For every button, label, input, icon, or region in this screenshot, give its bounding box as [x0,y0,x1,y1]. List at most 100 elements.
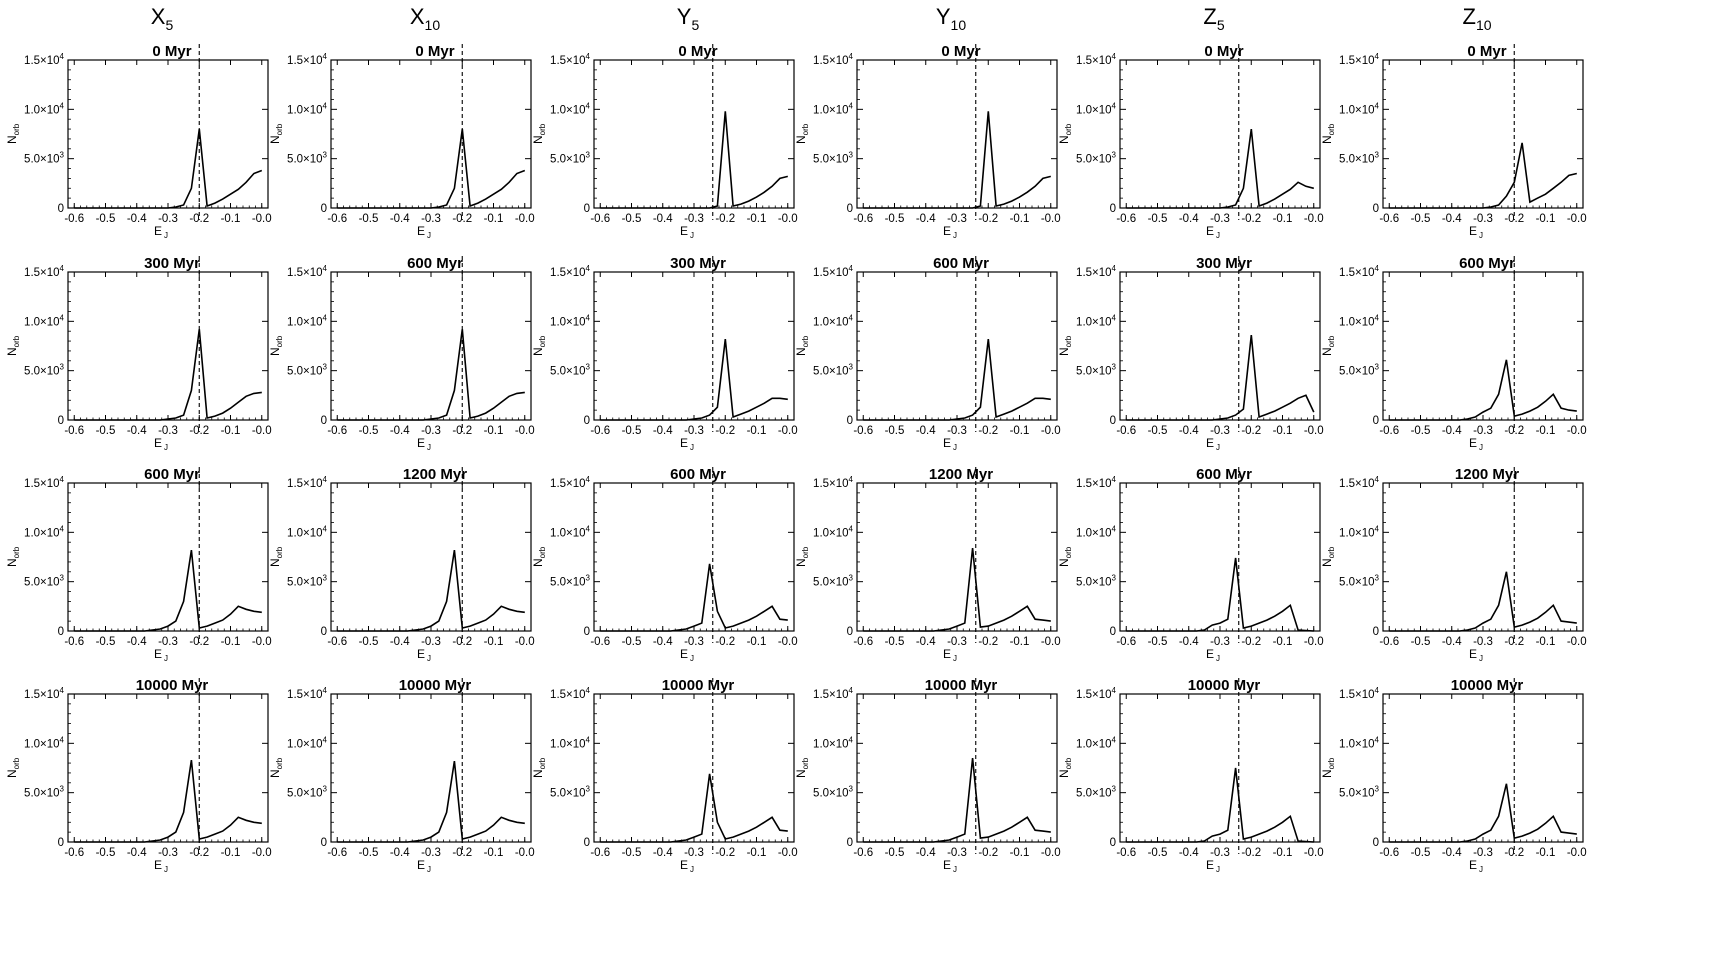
panel-r1-c0: 300 Myr-0.6 -0.5 -0.4 -0.3 -0.2 -0.1 -0.005.0×… [5,255,272,452]
y-tick-label-exp: 4 [1375,524,1380,533]
x-tick-label: -0.1 [1273,636,1293,648]
y-tick-label-text: 1.0×10 [24,316,60,328]
y-tick-label: 5.0×103 [550,785,591,800]
y-tick-label: 1.0×104 [287,524,328,539]
y-tick-label: 0 [1373,415,1379,427]
y-axis-label-text: N [1320,558,1334,567]
y-axis-label-sub: orb [1327,757,1336,769]
plot-frame [1382,482,1584,632]
x-tick-label: -0.5 [1148,213,1168,225]
y-tick-label: 1.5×104 [550,686,591,701]
y-tick-label-exp: 3 [1112,151,1117,160]
y-tick-label-text: 0 [1373,837,1379,849]
data-series-line [74,329,262,421]
x-tick-label: -0.5 [1411,425,1431,437]
panel-title: 600 Myr [407,255,463,272]
panel-r2-c2: 600 Myr -0.6 -0.5 -0.4 -0.3 -0.2 -0.1 -0.0 0 5.0×… [531,466,798,663]
x-tick-label: -0.0 [1567,847,1587,859]
y-tick-label-text: 1.0×10 [24,738,60,750]
panel-r0-c4: 0 Myr -0.6 -0.5 -0.4 -0.3 -0.2 -0.1 -0.0 0 5.0×10… [1057,43,1324,240]
y-tick-label-text: 0 [584,626,590,638]
x-axis-label-sub: J [1479,443,1483,452]
y-tick-label-text: 5.0×10 [1076,577,1112,589]
column-title-letter: X [151,4,166,29]
y-axis-label-sub: orb [12,123,21,135]
y-tick-label-text: 5.0×10 [1076,366,1112,378]
data-series-line [337,760,525,843]
x-tick-label: -0.6 [1116,847,1136,859]
y-tick-label-text: 1.5×10 [287,689,323,701]
x-tick-label: -0.4 [1179,425,1199,437]
y-tick-label: 5.0×103 [1076,151,1117,166]
x-tick-label: -0.5 [885,847,905,859]
x-tick-label: -0.6 [590,847,610,859]
x-axis-label: E [154,224,162,238]
column-title-letter: Y [677,4,692,29]
data-series-line [337,549,525,632]
column-title-letter: Y [936,4,951,29]
panel-title: 1200 Myr [1455,466,1519,483]
x-tick-label: -0.3 [947,425,967,437]
x-tick-label: -0.2 [978,213,998,225]
x-tick-label: -0.1 [1273,847,1293,859]
y-tick-label-exp: 4 [1375,475,1380,484]
y-tick-label-exp: 4 [1112,686,1117,695]
x-tick-label: -0.5 [96,636,116,648]
y-tick-label-text: 5.0×10 [287,788,323,800]
column-title-subscript: 5 [165,17,173,33]
y-tick-label-exp: 3 [849,574,854,583]
panel-title: 600 Myr [1459,255,1515,272]
y-tick-label: 0 [584,837,590,849]
data-series-line [1126,557,1314,632]
data-series-line [1389,783,1577,843]
plot-frame [330,271,532,421]
column-title-letter: Z [1203,4,1216,29]
data-series-line [1389,359,1577,421]
y-tick-label-exp: 4 [586,524,591,533]
column-title: Y10 [936,4,966,33]
x-tick-label: -0.3 [158,213,178,225]
x-axis-label-text: E [1469,647,1477,661]
y-axis-label-sub: orb [1327,123,1336,135]
x-tick-label: -0.3 [684,425,704,437]
y-tick-label-exp: 3 [323,785,328,794]
data-series-line [863,111,1051,209]
y-tick-label: 0 [584,203,590,215]
y-axis-label-sub: orb [12,546,21,558]
plot-frame [67,271,269,421]
panel-title: 0 Myr [678,43,717,60]
y-tick-label: 5.0×103 [550,363,591,378]
x-tick-label: -0.4 [916,847,936,859]
x-tick-label: -0.4 [653,636,673,648]
y-tick-label: 1.0×104 [1076,735,1117,750]
y-tick-label-exp: 4 [1112,735,1117,744]
y-tick-label: 1.5×104 [287,475,328,490]
y-tick-label: 0 [1373,837,1379,849]
x-tick-label: -0.6 [64,213,84,225]
x-tick-label: -0.5 [1148,425,1168,437]
x-tick-label: -0.1 [747,425,767,437]
y-axis-label-text: N [5,135,19,144]
panel-r2-c3: 1200 Myr -0.6 -0.5 -0.4 -0.3 -0.2 -0.1 -0.0 0 5.0… [794,466,1061,663]
x-tick-label: -0.3 [421,847,441,859]
panel-title: 600 Myr [144,466,200,483]
x-tick-label: -0.3 [1210,425,1230,437]
y-axis-label: Norb [531,123,547,144]
x-tick-label: -0.2 [715,847,735,859]
y-tick-label-text: 1.5×10 [1339,478,1375,490]
x-tick-label: -0.6 [327,636,347,648]
x-axis-label: E [1469,436,1477,450]
y-tick-label: 5.0×103 [813,785,854,800]
y-tick-label: 0 [58,415,64,427]
y-axis-label-text: N [794,347,808,356]
x-axis-label-sub: J [1216,865,1220,874]
x-tick-label: -0.1 [1536,636,1556,648]
x-tick-label: -0.4 [1179,636,1199,648]
x-tick-label: -0.5 [885,636,905,648]
y-axis-label-sub: orb [1327,546,1336,558]
y-axis-label-text: N [268,135,282,144]
y-axis-label-sub: orb [1064,757,1073,769]
y-tick-label: 1.0×104 [1339,735,1380,750]
x-tick-label: -0.4 [1442,636,1462,648]
y-tick-label: 1.5×104 [1339,475,1380,490]
